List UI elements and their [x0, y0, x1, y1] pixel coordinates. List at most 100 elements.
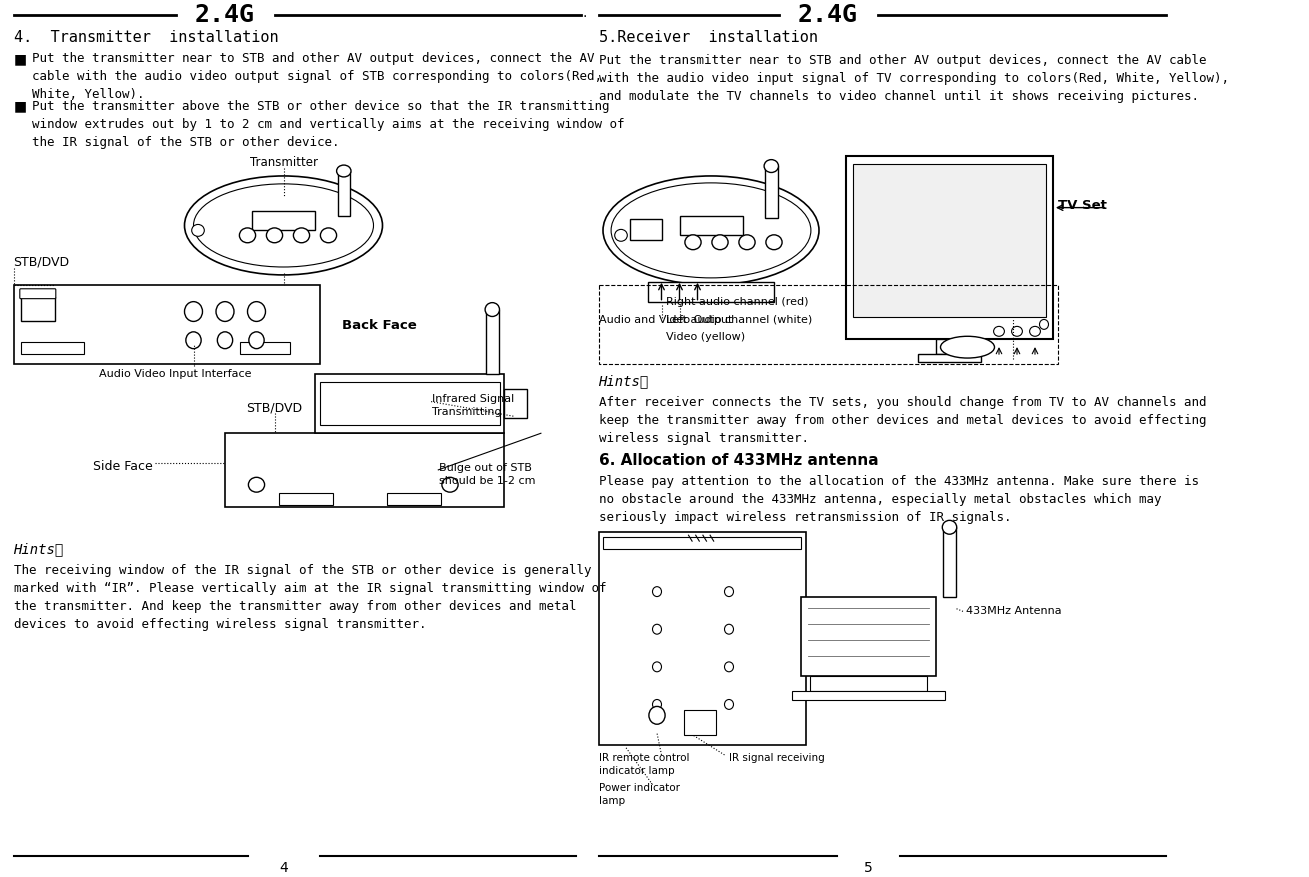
Text: Audio and Video Output: Audio and Video Output — [598, 315, 732, 324]
Bar — [764, 166, 778, 217]
Ellipse shape — [724, 662, 733, 672]
Text: Back Face: Back Face — [342, 319, 416, 332]
Bar — [319, 381, 500, 425]
Bar — [387, 493, 441, 504]
Ellipse shape — [724, 700, 733, 709]
Bar — [21, 296, 55, 322]
Bar — [504, 389, 526, 418]
Ellipse shape — [185, 176, 382, 275]
Text: TV Set: TV Set — [1058, 199, 1106, 212]
Text: Put the transmitter near to STB and other AV output devices, connect the AV
cabl: Put the transmitter near to STB and othe… — [31, 53, 602, 101]
Ellipse shape — [738, 235, 755, 250]
Bar — [13, 285, 319, 364]
Bar — [853, 164, 1046, 317]
Text: Hints：: Hints： — [13, 542, 64, 556]
Ellipse shape — [603, 176, 819, 285]
Text: STB/DVD: STB/DVD — [246, 402, 302, 415]
Bar — [679, 216, 742, 235]
Bar — [918, 354, 980, 362]
Ellipse shape — [293, 228, 310, 243]
Ellipse shape — [724, 587, 733, 596]
Ellipse shape — [321, 228, 336, 243]
Text: 2.4G: 2.4G — [798, 3, 857, 26]
Ellipse shape — [216, 302, 234, 322]
Ellipse shape — [611, 183, 810, 278]
Ellipse shape — [191, 225, 204, 236]
Text: Side Face: Side Face — [93, 460, 153, 473]
Ellipse shape — [652, 587, 661, 596]
Bar — [603, 538, 801, 549]
Text: 5: 5 — [864, 861, 873, 874]
Bar — [253, 210, 315, 231]
Ellipse shape — [1012, 326, 1022, 336]
Text: The receiving window of the IR signal of the STB or other device is generally
ma: The receiving window of the IR signal of… — [13, 564, 606, 631]
Ellipse shape — [649, 706, 665, 724]
Ellipse shape — [652, 700, 661, 709]
Bar — [279, 493, 332, 504]
Ellipse shape — [615, 230, 627, 241]
Bar — [598, 532, 805, 745]
Text: 6. Allocation of 433MHz antenna: 6. Allocation of 433MHz antenna — [598, 453, 878, 468]
Ellipse shape — [194, 184, 373, 267]
Text: 4: 4 — [279, 861, 288, 874]
Ellipse shape — [764, 160, 779, 173]
Ellipse shape — [652, 662, 661, 672]
Text: IR signal receiving: IR signal receiving — [729, 753, 825, 763]
Ellipse shape — [652, 624, 661, 634]
Bar — [801, 596, 936, 676]
Bar — [810, 676, 927, 690]
Text: Put the transmitter near to STB and other AV output devices, connect the AV cabl: Put the transmitter near to STB and othe… — [598, 54, 1229, 103]
Bar — [846, 156, 1052, 339]
Bar — [944, 527, 956, 596]
Ellipse shape — [186, 332, 202, 349]
Bar — [315, 374, 504, 433]
Text: IR remote control
indicator lamp: IR remote control indicator lamp — [598, 753, 689, 776]
Bar — [21, 342, 84, 354]
Ellipse shape — [442, 477, 458, 492]
Ellipse shape — [994, 326, 1004, 336]
Text: 4.  Transmitter  installation: 4. Transmitter installation — [13, 31, 278, 46]
Ellipse shape — [712, 235, 728, 250]
Bar — [936, 339, 963, 354]
Ellipse shape — [247, 302, 266, 322]
Text: Video (yellow): Video (yellow) — [666, 332, 745, 342]
Bar — [598, 285, 1058, 364]
Ellipse shape — [240, 228, 255, 243]
Text: 433MHz Antenna: 433MHz Antenna — [966, 607, 1062, 617]
Text: Audio Video Input Interface: Audio Video Input Interface — [99, 369, 251, 379]
Text: 2.4G: 2.4G — [195, 3, 255, 26]
Ellipse shape — [217, 332, 233, 349]
Ellipse shape — [249, 332, 264, 349]
Ellipse shape — [249, 477, 264, 492]
Bar — [338, 171, 350, 216]
Text: After receiver connects the TV sets, you should change from TV to AV channels an: After receiver connects the TV sets, you… — [598, 396, 1206, 445]
Ellipse shape — [1030, 326, 1041, 336]
Text: STB/DVD: STB/DVD — [13, 255, 69, 268]
Bar — [225, 433, 504, 508]
Text: 5.Receiver  installation: 5.Receiver installation — [598, 31, 818, 46]
Text: Infrared Signal
Transmitting: Infrared Signal Transmitting — [432, 394, 514, 417]
Bar — [792, 690, 945, 701]
Text: Bulge out of STB
should be 1-2 cm: Bulge out of STB should be 1-2 cm — [440, 463, 535, 486]
Bar — [241, 342, 289, 354]
Ellipse shape — [685, 235, 702, 250]
Text: ■: ■ — [13, 53, 26, 67]
Text: Put the transmitter above the STB or other device so that the IR transmitting
wi: Put the transmitter above the STB or oth… — [31, 100, 624, 149]
Text: .: . — [583, 5, 588, 19]
Text: Hints：: Hints： — [598, 374, 649, 388]
Text: Power indicator
lamp: Power indicator lamp — [598, 782, 679, 806]
FancyBboxPatch shape — [20, 289, 56, 299]
Bar — [648, 282, 774, 302]
Bar — [630, 218, 661, 240]
Text: Right audio channel (red): Right audio channel (red) — [666, 296, 809, 307]
Bar — [486, 310, 499, 374]
Ellipse shape — [1039, 319, 1049, 330]
Ellipse shape — [267, 228, 283, 243]
Text: Please pay attention to the allocation of the 433MHz antenna. Make sure there is: Please pay attention to the allocation o… — [598, 474, 1199, 524]
Bar — [685, 710, 716, 735]
Ellipse shape — [724, 624, 733, 634]
Text: Left audio channel (white): Left audio channel (white) — [666, 315, 813, 324]
Ellipse shape — [942, 520, 957, 534]
Ellipse shape — [766, 235, 781, 250]
Ellipse shape — [940, 336, 995, 358]
